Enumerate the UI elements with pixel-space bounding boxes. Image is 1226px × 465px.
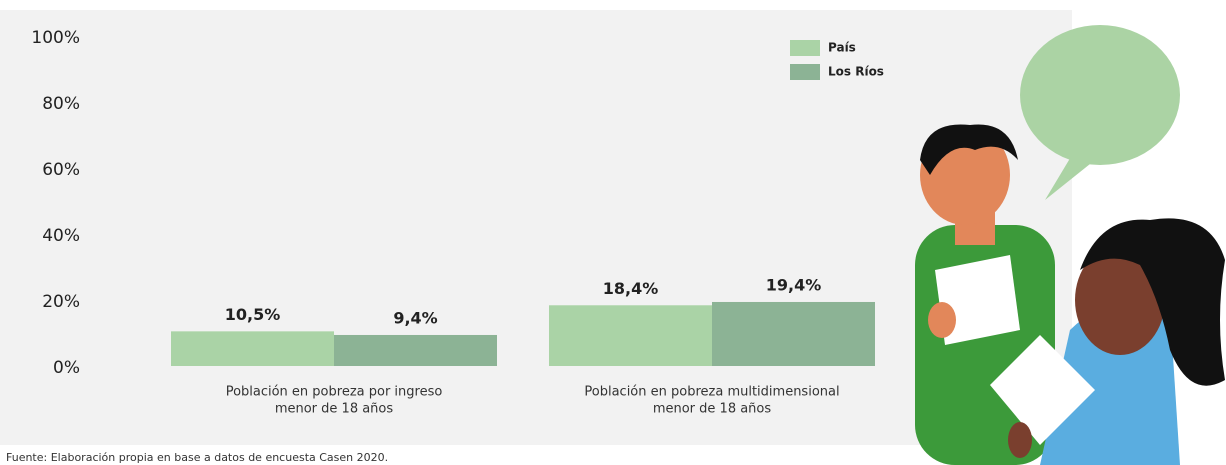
legend-label: Los Ríos — [828, 65, 884, 79]
bar — [171, 331, 334, 366]
bar — [712, 301, 875, 366]
y-tick-label: 20% — [42, 292, 80, 312]
bar — [549, 305, 712, 366]
legend-swatch — [790, 40, 820, 56]
value-label: 19,4% — [766, 275, 822, 294]
y-tick-label: 0% — [53, 358, 80, 378]
illustration — [915, 25, 1225, 465]
value-label: 9,4% — [393, 308, 437, 327]
x-tick-label: Población en pobreza multidimensional — [584, 385, 839, 400]
bar — [334, 334, 497, 366]
x-tick-label: Población en pobreza por ingreso — [226, 385, 443, 400]
chart-background — [0, 10, 1072, 445]
y-tick-label: 60% — [42, 160, 80, 180]
y-tick-label: 100% — [31, 28, 80, 48]
x-tick-label: menor de 18 años — [653, 402, 772, 417]
value-label: 10,5% — [225, 305, 281, 324]
legend-swatch — [790, 64, 820, 80]
x-tick-label: menor de 18 años — [275, 402, 394, 417]
source-note: Fuente: Elaboración propia en base a dat… — [6, 451, 388, 464]
y-tick-label: 40% — [42, 226, 80, 246]
y-tick-label: 80% — [42, 94, 80, 114]
legend-label: País — [828, 41, 856, 55]
value-label: 18,4% — [603, 279, 659, 298]
